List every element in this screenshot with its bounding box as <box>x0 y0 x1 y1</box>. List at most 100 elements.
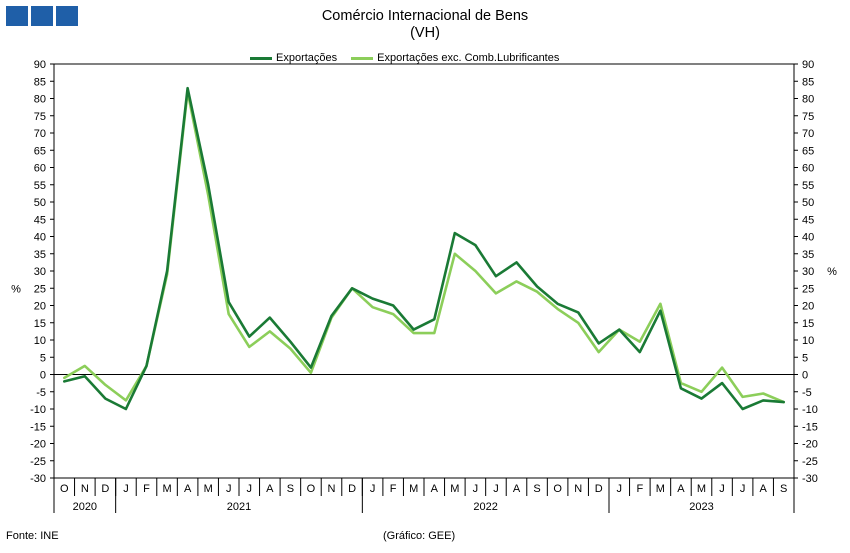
month-label: J <box>493 483 499 495</box>
month-label: F <box>636 483 643 495</box>
y-tick-label-left: -10 <box>30 404 46 416</box>
y-tick-label-right: 80 <box>802 94 814 106</box>
y-tick-label-left: 80 <box>34 94 46 106</box>
month-label: N <box>574 483 582 495</box>
month-label: N <box>328 483 336 495</box>
month-label: S <box>533 483 540 495</box>
y-tick-label-right: 20 <box>802 301 814 313</box>
y-tick-label-right: -25 <box>802 456 818 468</box>
y-tick-label-right: 90 <box>802 59 814 71</box>
y-tick-label-left: 85 <box>34 76 46 88</box>
y-tick-label-left: 25 <box>34 283 46 295</box>
month-label: M <box>656 483 665 495</box>
y-tick-label-left: -30 <box>30 473 46 485</box>
logo-square <box>56 6 78 26</box>
y-tick-label-right: -5 <box>802 387 812 399</box>
y-tick-label-left: 45 <box>34 214 46 226</box>
y-tick-label-right: 65 <box>802 145 814 157</box>
series-line-exports <box>63 86 786 411</box>
month-label: J <box>617 483 623 495</box>
logo-square <box>6 6 28 26</box>
chart-subtitle: (VH) <box>410 25 440 41</box>
month-label: M <box>409 483 418 495</box>
month-label: D <box>348 483 356 495</box>
month-label: A <box>184 483 192 495</box>
legend-item-exports: Exportações <box>250 52 337 64</box>
chart-title: Comércio Internacional de Bens <box>321 8 529 24</box>
y-tick-label-left: 35 <box>34 249 46 261</box>
month-label: J <box>370 483 376 495</box>
month-label: S <box>780 483 787 495</box>
month-label: S <box>287 483 294 495</box>
month-label: M <box>204 483 213 495</box>
chart-title-block: Comércio Internacional de Bens (VH) <box>0 8 850 42</box>
source-note: Fonte: INE <box>6 530 59 542</box>
month-label: O <box>553 483 562 495</box>
y-tick-label-right: -15 <box>802 421 818 433</box>
month-label: O <box>307 483 316 495</box>
month-label: F <box>143 483 150 495</box>
month-label: A <box>431 483 439 495</box>
month-label: D <box>595 483 603 495</box>
month-label: J <box>740 483 746 495</box>
y-axis-label-left: % <box>11 283 21 295</box>
month-label: J <box>719 483 725 495</box>
y-tick-label-right: 40 <box>802 232 814 244</box>
y-tick-label-right: 75 <box>802 111 814 123</box>
y-tick-label-right: 70 <box>802 128 814 140</box>
y-tick-label-right: 30 <box>802 266 814 278</box>
y-tick-label-left: 55 <box>34 180 46 192</box>
y-tick-label-left: 65 <box>34 145 46 157</box>
y-tick-label-left: 50 <box>34 197 46 209</box>
y-tick-label-left: -20 <box>30 439 46 451</box>
y-tick-label-left: 5 <box>40 352 46 364</box>
y-tick-label-right: 0 <box>802 370 808 382</box>
y-tick-label-left: -5 <box>36 387 46 399</box>
series-line-exports-excl <box>63 90 786 404</box>
y-tick-label-right: -30 <box>802 473 818 485</box>
y-tick-label-left: 20 <box>34 301 46 313</box>
y-tick-label-right: 10 <box>802 335 814 347</box>
y-axis-label-right: % <box>827 266 837 278</box>
y-tick-label-right: 25 <box>802 283 814 295</box>
y-tick-label-left: 90 <box>34 59 46 71</box>
month-label: J <box>473 483 479 495</box>
year-label: 2022 <box>473 501 497 513</box>
month-label: M <box>450 483 459 495</box>
legend-label-exports-excl: Exportações exc. Comb.Lubrificantes <box>377 52 560 64</box>
legend-label-exports: Exportações <box>276 52 338 64</box>
y-tick-label-left: -25 <box>30 456 46 468</box>
year-label: 2021 <box>227 501 251 513</box>
legend-swatch-exports-excl <box>351 56 374 60</box>
year-label: 2023 <box>689 501 713 513</box>
y-tick-label-right: -20 <box>802 439 818 451</box>
month-label: A <box>677 483 685 495</box>
y-tick-label-right: 5 <box>802 352 808 364</box>
y-tick-label-right: 45 <box>802 214 814 226</box>
year-label: 2020 <box>73 501 97 513</box>
credit-note: (Gráfico: GEE) <box>383 530 456 542</box>
month-label: M <box>162 483 171 495</box>
y-tick-label-right: 15 <box>802 318 814 330</box>
legend-item-exports-excl: Exportações exc. Comb.Lubrificantes <box>351 52 559 64</box>
month-label: D <box>101 483 109 495</box>
month-label: O <box>60 483 69 495</box>
logo-square <box>31 6 53 26</box>
y-tick-label-left: 10 <box>34 335 46 347</box>
y-tick-label-left: -15 <box>30 421 46 433</box>
y-tick-label-left: 40 <box>34 232 46 244</box>
y-tick-label-left: 30 <box>34 266 46 278</box>
month-label: J <box>226 483 232 495</box>
y-tick-label-right: 50 <box>802 197 814 209</box>
y-tick-label-left: 60 <box>34 163 46 175</box>
month-label: N <box>81 483 89 495</box>
month-label: A <box>513 483 521 495</box>
y-tick-label-right: 35 <box>802 249 814 261</box>
y-tick-label-right: -10 <box>802 404 818 416</box>
plot-frame <box>53 63 795 479</box>
legend: Exportações Exportações exc. Comb.Lubrif… <box>250 52 573 64</box>
legend-swatch-exports <box>250 56 272 60</box>
month-label: J <box>247 483 253 495</box>
y-tick-label-right: 55 <box>802 180 814 192</box>
